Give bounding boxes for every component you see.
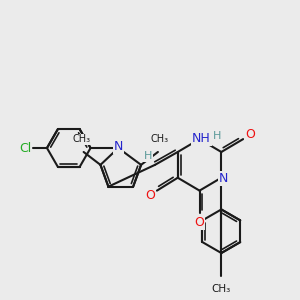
- Text: NH: NH: [192, 132, 211, 145]
- Text: N: N: [114, 140, 123, 152]
- Text: O: O: [195, 216, 205, 229]
- Text: O: O: [245, 128, 255, 141]
- Text: H: H: [213, 131, 222, 141]
- Text: N: N: [219, 172, 228, 185]
- Text: CH₃: CH₃: [73, 134, 91, 144]
- Text: H: H: [144, 151, 152, 161]
- Text: CH₃: CH₃: [151, 134, 169, 144]
- Text: CH₃: CH₃: [212, 284, 231, 294]
- Text: O: O: [145, 189, 155, 202]
- Text: Cl: Cl: [19, 142, 31, 154]
